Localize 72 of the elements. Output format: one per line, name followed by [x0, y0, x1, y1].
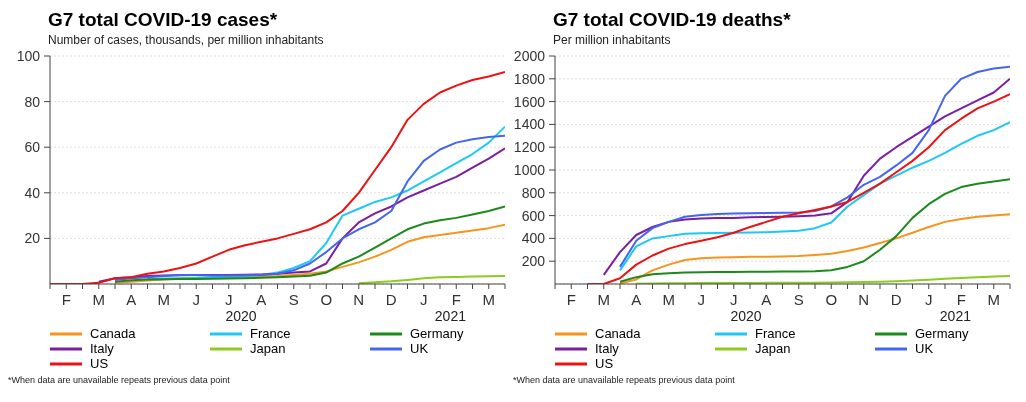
y-tick-label: 40	[24, 184, 41, 201]
x-tick-label: D	[385, 291, 397, 308]
legend-label: UK	[915, 341, 934, 356]
chart-title: G7 total COVID-19 deaths*	[553, 8, 792, 32]
x-tick-label: M	[987, 291, 1000, 308]
x-tick-label: M	[482, 291, 495, 308]
y-tick-label: 200	[521, 253, 546, 270]
y-tick-label: 1000	[513, 162, 546, 178]
y-tick-label: 100	[16, 48, 41, 64]
text: 2021	[938, 308, 972, 324]
legend-label: Canada	[595, 326, 641, 341]
y-tick-label: 1200	[513, 139, 546, 156]
x-tick-label: S	[288, 291, 299, 308]
x-tick-label: F	[61, 291, 71, 308]
x-tick-label: D	[890, 291, 902, 308]
chart-subtitle: Number of cases, thousands, per million inhabitants	[48, 32, 325, 48]
x-tick-label: F	[956, 291, 966, 308]
x-tick-label: A	[126, 291, 137, 308]
legend-label: Italy	[595, 341, 619, 356]
y-tick-label: 600	[521, 207, 546, 224]
x-tick-label: J	[420, 291, 428, 308]
x-tick-label: J	[730, 291, 738, 308]
legend-label: France	[250, 326, 291, 341]
x-tick-label: M	[92, 291, 105, 308]
text: 2021	[433, 308, 467, 324]
legend-label: France	[755, 326, 796, 341]
line-series	[357, 275, 505, 284]
y-tick-label: 800	[521, 184, 546, 201]
chart-title: G7 total COVID-19 cases*	[48, 8, 279, 32]
y-tick-label: 1600	[513, 93, 546, 110]
line-series	[619, 178, 1010, 283]
x-tick-label: F	[566, 291, 576, 308]
text: *When data are unavailable repeats previous data point	[8, 375, 231, 385]
x-tick-label: A	[631, 291, 642, 308]
legend-label: Germany	[410, 326, 464, 341]
legend-label: Germany	[915, 326, 969, 341]
chart-subtitle: Per million inhabitants	[553, 32, 672, 48]
x-tick-label: S	[793, 291, 804, 308]
legend-label: US	[595, 356, 614, 371]
y-tick-label: 1400	[513, 116, 546, 133]
y-tick-label: 400	[521, 230, 546, 247]
text: 2020	[729, 308, 763, 324]
x-tick-label: J	[225, 291, 233, 308]
legend-label: Canada	[90, 326, 136, 341]
x-tick-label: F	[451, 291, 461, 308]
x-tick-label: M	[597, 291, 610, 308]
x-tick-label: A	[256, 291, 267, 308]
y-tick-label: 2000	[513, 48, 546, 64]
x-tick-label: M	[662, 291, 675, 308]
y-tick-label: 1800	[513, 70, 546, 87]
x-tick-label: N	[858, 291, 870, 308]
legend-label: Japan	[250, 341, 286, 356]
line-series	[619, 121, 1010, 272]
text: *When data are unavailable repeats previous data point	[513, 375, 736, 385]
x-tick-label: A	[761, 291, 772, 308]
legend-label: US	[90, 356, 109, 371]
y-tick-label: 80	[24, 93, 41, 110]
x-tick-label: M	[157, 291, 170, 308]
x-tick-label: O	[320, 291, 333, 308]
x-tick-label: O	[825, 291, 838, 308]
legend-label: Italy	[90, 341, 114, 356]
x-tick-label: J	[192, 291, 200, 308]
legend-label: UK	[410, 341, 429, 356]
line-series	[114, 205, 505, 283]
y-tick-label: 20	[24, 230, 41, 247]
x-tick-label: J	[925, 291, 933, 308]
line-series	[619, 213, 1010, 284]
x-tick-label: N	[353, 291, 365, 308]
x-tick-label: J	[697, 291, 705, 308]
y-tick-label: 60	[24, 139, 41, 156]
text: 2020	[224, 308, 258, 324]
legend-label: Japan	[755, 341, 791, 356]
